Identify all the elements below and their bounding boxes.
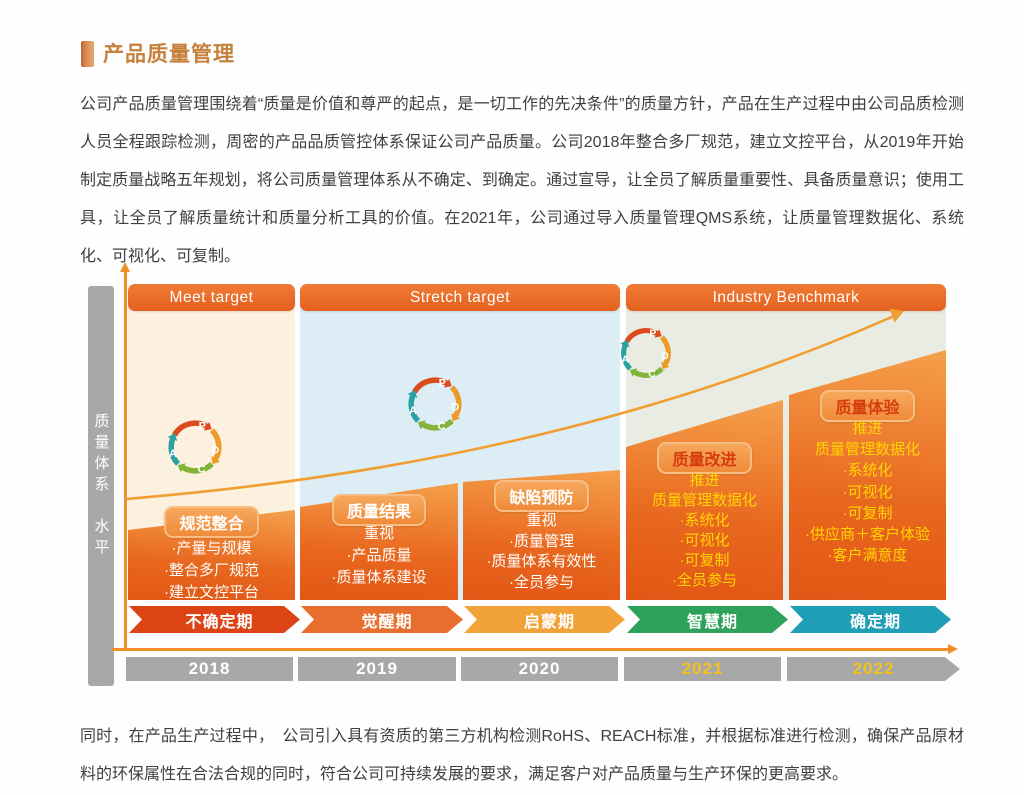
stage-title-badge-wrap: 质量改进 <box>626 442 783 474</box>
stage-item: 推进 <box>852 420 883 437</box>
phase-header-bar: Industry Benchmark <box>626 284 946 311</box>
phase-header-bar: Meet target <box>128 284 295 311</box>
stage-item: ·全员参与 <box>672 572 737 589</box>
page-title: 产品质量管理 <box>103 43 235 66</box>
stage-item: ·质量体系有效性 <box>486 553 597 570</box>
svg-text:C: C <box>437 421 445 433</box>
svg-text:D: D <box>451 401 459 413</box>
intro-paragraph: 公司产品质量管理围绕着“质量是价值和尊严的起点，是一切工作的先决条件”的质量方针… <box>80 96 964 265</box>
stage-item: 质量管理数据化 <box>651 492 757 509</box>
svg-text:P: P <box>439 378 446 390</box>
stage-item: ·产品质量 <box>346 547 412 564</box>
stage-title-badge: 规范整合 <box>164 506 259 538</box>
phase-header-bar: Stretch target <box>300 284 620 311</box>
year-text: 2019 <box>356 659 398 678</box>
stage-item: 重视 <box>363 525 394 542</box>
stage-item: ·客户满意度 <box>827 547 908 565</box>
stage-item: ·整合多厂规范 <box>164 562 259 579</box>
svg-text:D: D <box>211 444 219 456</box>
stage-item: ·质量管理 <box>509 532 574 550</box>
stage-title-badge-wrap: 缺陷预防 <box>463 480 620 512</box>
stage-title-badge-wrap: 质量结果 <box>300 494 458 526</box>
stage-banner: 确定期 <box>790 606 951 633</box>
title-marker <box>81 41 94 67</box>
year-text: 2020 <box>518 659 561 678</box>
stage-title-badge-wrap: 规范整合 <box>128 506 295 538</box>
stage-title-badge: 质量结果 <box>331 494 426 526</box>
y-axis-arrow-icon <box>120 262 130 272</box>
stage-items: 推进质量管理数据化 ·系统化 ·可视化 ·可复制 ·全员参与 <box>626 471 783 591</box>
stage-item: ·可视化 <box>679 532 730 549</box>
svg-text:C: C <box>197 464 205 476</box>
stage-title-badge: 缺陷预防 <box>494 480 589 512</box>
year-label: 2021 <box>624 657 781 681</box>
stage-banner-label: 不确定期 <box>185 613 254 631</box>
stage-item: ·全员参与 <box>509 573 574 591</box>
stage-items: 推进质量管理数据化 ·系统化 ·可视化 ·可复制 ·供应商＋客户体验 ·客户满意度 <box>789 418 946 566</box>
stage-banner: 不确定期 <box>129 606 300 633</box>
stage-banner-label: 确定期 <box>849 613 901 631</box>
stage-title-badge-wrap: 质量体验 <box>789 390 946 422</box>
closing-paragraph: 同时，在产品生产过程中， 公司引入具有资质的第三方机构检测RoHS、REACH标… <box>80 728 964 783</box>
stage-title-badge: 质量体验 <box>820 390 915 422</box>
y-axis-bar: 质量体系 水平 <box>88 286 114 686</box>
y-axis-line <box>124 271 127 649</box>
stage-banner-label: 觉醒期 <box>361 613 413 631</box>
svg-text:A: A <box>622 354 630 365</box>
svg-text:C: C <box>648 369 656 380</box>
stage-item: ·产量与规模 <box>171 540 252 557</box>
y-axis-label: 质量体系 水平 <box>92 412 110 560</box>
stage-banner: 智慧期 <box>627 606 788 633</box>
svg-text:D: D <box>661 351 669 362</box>
stage-banner: 启蒙期 <box>464 606 625 633</box>
stage-title-badge: 质量改进 <box>657 442 752 474</box>
year-label: 2022 <box>787 657 960 681</box>
svg-text:A: A <box>409 405 417 417</box>
year-text: 2018 <box>188 659 231 678</box>
stage-item: ·系统化 <box>842 462 893 480</box>
stage-items: 重视 ·产品质量 ·质量体系建设 <box>300 523 458 589</box>
stage-item: ·质量体系建设 <box>331 569 427 586</box>
year-label: 2019 <box>298 657 456 681</box>
stage-items: ·产量与规模 ·整合多厂规范 ·建立文控平台 <box>128 538 295 604</box>
stage-banner-label: 启蒙期 <box>523 613 575 631</box>
x-axis-line <box>112 648 950 651</box>
year-label: 2018 <box>126 657 293 681</box>
stage-item: 推进 <box>689 472 720 489</box>
stage-item: ·可复制 <box>842 504 893 522</box>
svg-text:P: P <box>199 421 206 433</box>
stage-item: ·系统化 <box>679 512 730 529</box>
x-axis-arrow-icon <box>948 644 958 654</box>
svg-text:A: A <box>169 448 177 460</box>
stage-item: ·可视化 <box>842 483 893 501</box>
year-label: 2020 <box>461 657 618 681</box>
stage-item: ·建立文控平台 <box>164 584 259 601</box>
stage-item: 重视 <box>526 512 557 529</box>
stage-item: ·可复制 <box>679 552 730 569</box>
stage-banner-label: 智慧期 <box>686 613 738 631</box>
year-text: 2022 <box>852 659 895 678</box>
stage-banner: 觉醒期 <box>301 606 463 633</box>
stage-item: 质量管理数据化 <box>814 441 920 459</box>
stage-items: 重视 ·质量管理 ·质量体系有效性 ·全员参与 <box>463 511 620 593</box>
svg-text:P: P <box>649 329 656 340</box>
stage-item: ·供应商＋客户体验 <box>805 526 930 544</box>
year-text: 2021 <box>681 659 724 678</box>
